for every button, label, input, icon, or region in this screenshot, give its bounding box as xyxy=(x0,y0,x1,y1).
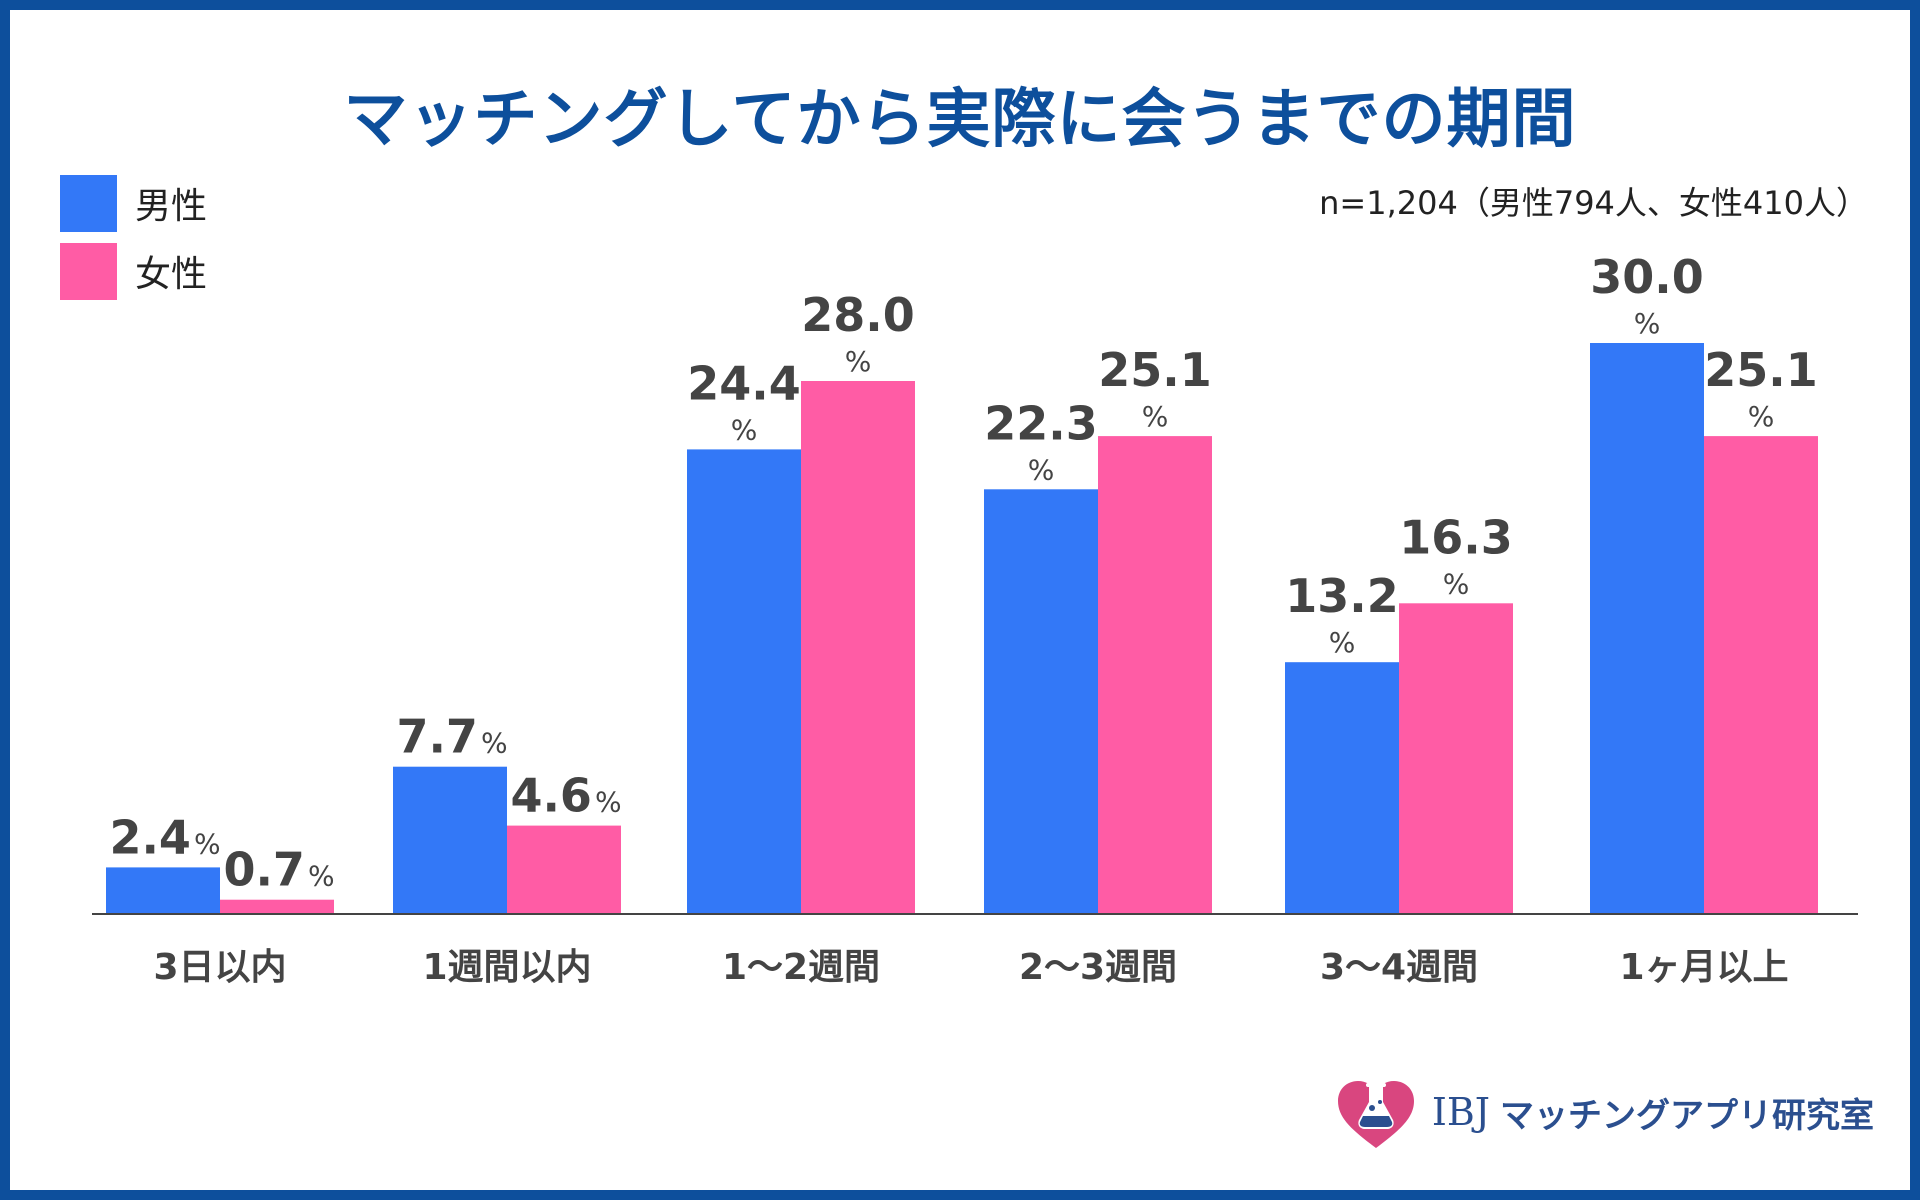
data-label-male-2: 7.7% xyxy=(396,710,507,764)
data-unit-female-3: % xyxy=(845,345,872,378)
x-tick-label-6: 1ヶ月以上 xyxy=(1619,947,1788,988)
bar-male-3 xyxy=(687,449,801,913)
data-label-male-5: 13.2 xyxy=(1285,569,1399,623)
data-unit-male-5: % xyxy=(1329,626,1356,659)
legend-swatch-female xyxy=(60,242,117,300)
legend-item-female: 女性 xyxy=(60,242,208,300)
x-tick-label-5: 3〜4週間 xyxy=(1320,947,1478,988)
brand-logo: IBJ マッチングアプリ研究室 xyxy=(1334,1072,1874,1152)
data-label-male-3: 24.4 xyxy=(687,356,801,410)
heart-flask-icon xyxy=(1337,1081,1414,1148)
sample-size-note: n=1,204（男性794人、女性410人） xyxy=(1319,184,1868,222)
bar-male-4 xyxy=(984,489,1098,913)
bar-male-5 xyxy=(1285,662,1399,913)
data-label-female-3: 28.0 xyxy=(801,288,915,342)
bar-male-1 xyxy=(106,867,220,913)
data-label-female-1: 0.7% xyxy=(223,843,334,897)
x-tick-label-4: 2〜3週間 xyxy=(1019,947,1177,988)
legend-label-female: 女性 xyxy=(135,254,208,295)
x-tick-label-3: 1〜2週間 xyxy=(722,947,880,988)
legend: 男性 女性 xyxy=(60,174,208,311)
data-unit-female-4: % xyxy=(1142,400,1169,433)
legend-item-male: 男性 xyxy=(60,174,208,232)
bar-female-1 xyxy=(220,899,334,913)
data-label-female-6: 25.1 xyxy=(1704,343,1818,397)
chart-title: マッチングしてから実際に会うまでの期間 xyxy=(343,83,1577,157)
bar-female-3 xyxy=(801,381,915,913)
bar-female-5 xyxy=(1399,603,1513,913)
data-unit-male-4: % xyxy=(1028,453,1055,486)
logo-brand: IBJ xyxy=(1431,1090,1490,1134)
data-label-female-5: 16.3 xyxy=(1399,510,1513,564)
x-tick-label-1: 3日以内 xyxy=(153,947,286,988)
data-unit-male-3: % xyxy=(731,413,758,446)
data-label-female-4: 25.1 xyxy=(1098,343,1212,397)
logo-name: マッチングアプリ研究室 xyxy=(1500,1095,1874,1136)
data-unit-female-5: % xyxy=(1443,567,1470,600)
data-unit-male-6: % xyxy=(1634,307,1661,340)
data-label-male-4: 22.3 xyxy=(984,396,1098,450)
x-tick-label-2: 1週間以内 xyxy=(422,947,591,988)
data-unit-female-6: % xyxy=(1748,400,1775,433)
bar-male-2 xyxy=(393,766,507,913)
data-label-male-1: 2.4% xyxy=(109,810,220,864)
data-label-male-6: 30.0 xyxy=(1590,250,1704,304)
bar-female-4 xyxy=(1098,436,1212,913)
data-label-female-2: 4.6% xyxy=(510,769,621,823)
bar-male-6 xyxy=(1590,343,1704,913)
legend-label-male: 男性 xyxy=(135,186,208,227)
legend-swatch-male xyxy=(60,174,117,232)
bar-female-6 xyxy=(1704,436,1818,913)
bar-female-2 xyxy=(507,825,621,913)
